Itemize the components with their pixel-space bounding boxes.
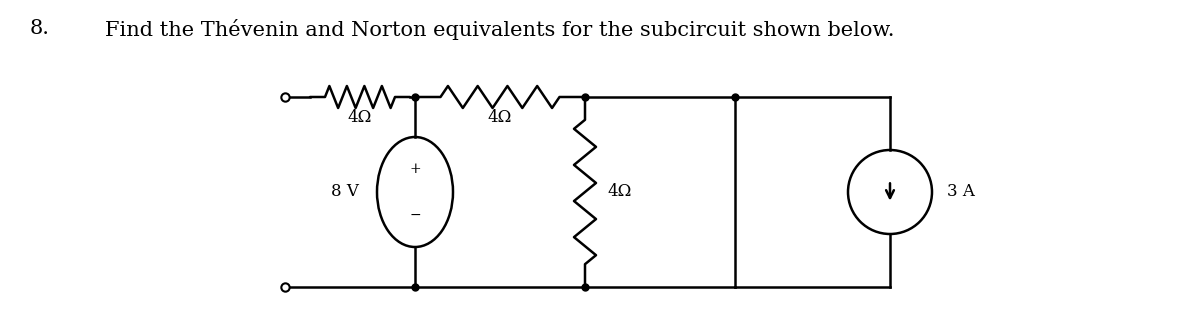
Text: +: + <box>409 162 421 176</box>
Text: 8 V: 8 V <box>331 184 359 200</box>
Text: 3 A: 3 A <box>947 184 974 200</box>
Text: 8.: 8. <box>30 19 50 38</box>
Text: 4Ω: 4Ω <box>607 184 631 200</box>
Text: 4Ω: 4Ω <box>488 109 512 126</box>
Text: 4Ω: 4Ω <box>348 109 372 126</box>
Text: Find the Thévenin and Norton equivalents for the subcircuit shown below.: Find the Thévenin and Norton equivalents… <box>106 19 894 40</box>
Text: −: − <box>409 208 421 222</box>
